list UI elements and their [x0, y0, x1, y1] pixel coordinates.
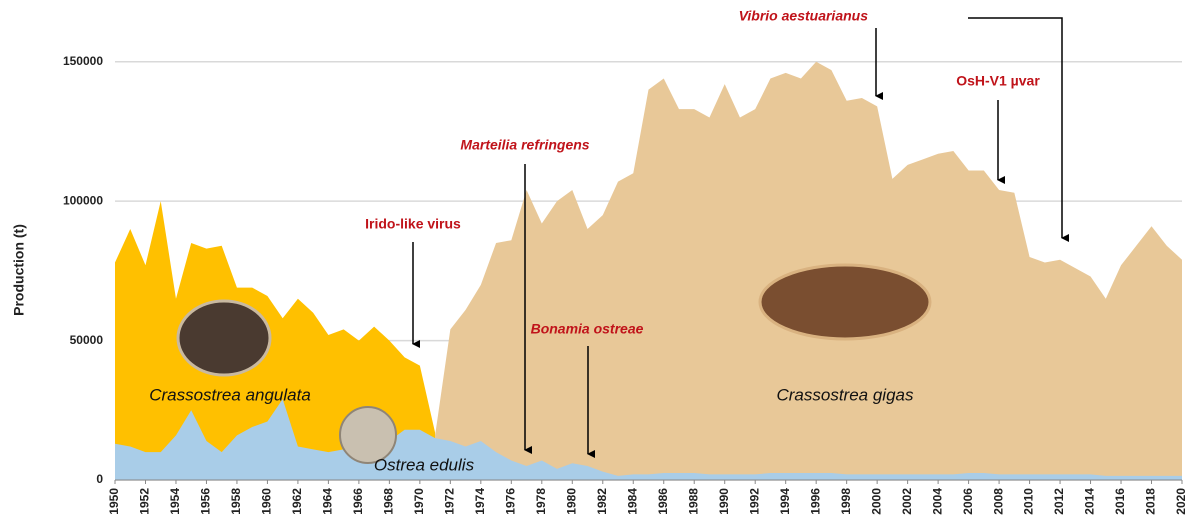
x-tick-label: 1972: [443, 488, 457, 515]
x-tick-label: 1956: [199, 488, 213, 515]
x-tick-label: 1968: [382, 488, 396, 515]
x-tick-label: 1952: [138, 488, 152, 515]
y-axis-label: Production (t): [11, 224, 27, 316]
series-label: Ostrea edulis: [374, 455, 475, 474]
x-tick-label: 1978: [534, 488, 548, 515]
y-tick-label: 150000: [63, 54, 103, 68]
x-tick-label: 1960: [260, 488, 274, 515]
y-tick-label: 100000: [63, 193, 103, 207]
x-tick-label: 1962: [290, 488, 304, 515]
x-tick-label: 1986: [656, 488, 670, 515]
x-tick-label: 1964: [321, 488, 335, 515]
x-tick-label: 1992: [747, 488, 761, 515]
x-tick-label: 1950: [107, 488, 121, 515]
x-tick-label: 2004: [930, 488, 944, 515]
x-tick-label: 1996: [808, 488, 822, 515]
x-tick-label: 1976: [503, 488, 517, 515]
y-tick-label: 50000: [70, 333, 104, 347]
x-tick-label: 2012: [1052, 488, 1066, 515]
x-tick-label: 2014: [1083, 488, 1097, 515]
annotation: Irido-like virus: [365, 216, 461, 232]
oyster-image: [758, 263, 932, 341]
annotation: Bonamia ostreae: [531, 321, 644, 337]
x-tick-label: 1958: [229, 488, 243, 515]
x-tick-label: 2002: [900, 488, 914, 515]
x-tick-label: 1998: [839, 488, 853, 515]
y-tick-label: 0: [96, 472, 103, 486]
x-tick-label: 1980: [564, 488, 578, 515]
x-tick-label: 1966: [351, 488, 365, 515]
x-tick-label: 2000: [869, 488, 883, 515]
x-tick-label: 1954: [168, 488, 182, 515]
annotation: OsH-V1 µvar: [956, 73, 1040, 89]
series-label: Crassostrea gigas: [776, 385, 914, 404]
x-tick-label: 2006: [961, 488, 975, 515]
annotation: Marteilia refringens: [460, 137, 589, 153]
series-label: Crassostrea angulata: [149, 385, 311, 404]
annotation: Vibrio aestuarianus: [739, 8, 869, 24]
areas: [115, 61, 1183, 481]
arrows: [412, 17, 1069, 458]
x-tick-label: 1988: [686, 488, 700, 515]
x-tick-label: 1970: [412, 488, 426, 515]
x-tick-label: 2008: [991, 488, 1005, 515]
x-tick-label: 2018: [1144, 488, 1158, 515]
x-tick-label: 1994: [778, 488, 792, 515]
oyster-image: [176, 299, 272, 377]
arrow: [968, 17, 1069, 242]
x-tick-label: 1984: [625, 488, 639, 515]
decorations: [176, 263, 932, 464]
oyster-image: [339, 406, 397, 464]
x-tick-label: 1974: [473, 488, 487, 515]
x-tick-label: 1990: [717, 488, 731, 515]
x-tick-label: 2010: [1022, 488, 1036, 515]
x-tick-label: 1982: [595, 488, 609, 515]
x-tick-label: 2020: [1174, 488, 1188, 515]
x-tick-label: 2016: [1113, 488, 1127, 515]
